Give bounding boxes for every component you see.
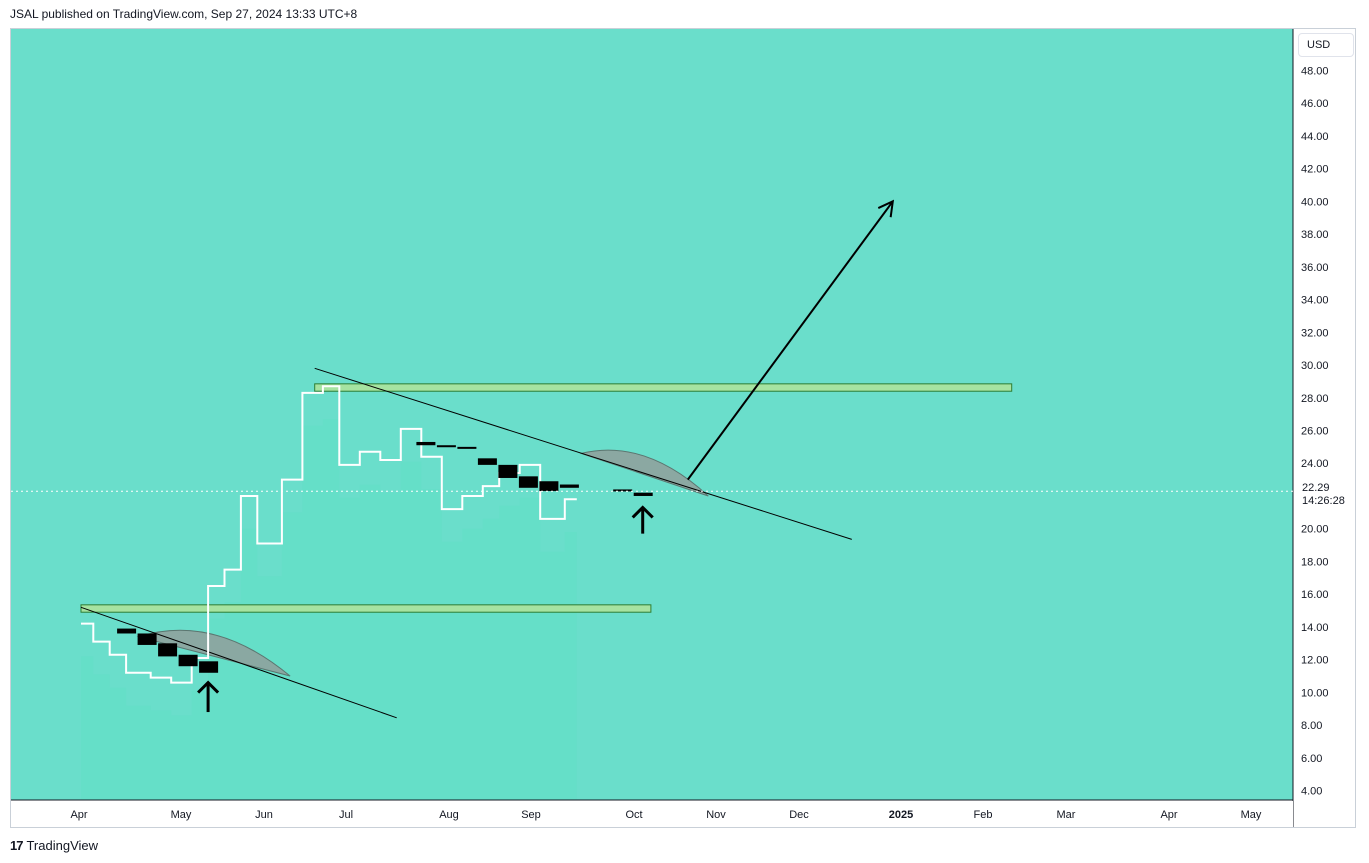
y-tick-label: 32.00 xyxy=(1301,327,1329,339)
y-tick-label: 20.00 xyxy=(1301,524,1329,536)
candle-0 xyxy=(117,628,137,634)
x-tick-label: Apr xyxy=(70,809,87,821)
y-tick-label: 38.00 xyxy=(1301,229,1329,241)
up-arrow-1-head xyxy=(631,505,654,519)
candle-9 xyxy=(498,464,518,478)
x-tick-label: Jul xyxy=(339,809,353,821)
publisher-line: JSAL published on TradingView.com, Sep 2… xyxy=(10,7,358,21)
bar-countdown: 14:26:28 xyxy=(1302,495,1345,507)
candle-12 xyxy=(559,484,579,488)
y-tick-label: 10.00 xyxy=(1301,687,1329,699)
x-tick-label: Nov xyxy=(706,809,726,821)
x-tick-label: 2025 xyxy=(889,809,913,821)
price-axis-bg xyxy=(1294,29,1355,827)
arc-0 xyxy=(136,629,291,677)
y-tick-label: 12.00 xyxy=(1301,655,1329,667)
candle-3 xyxy=(178,654,198,667)
x-tick-label: Aug xyxy=(439,809,459,821)
x-tick-label: Dec xyxy=(789,809,809,821)
x-tick-label: Mar xyxy=(1057,809,1076,821)
candle-13 xyxy=(613,489,633,492)
y-tick-label: 36.00 xyxy=(1301,262,1329,274)
target-arrow-shaft xyxy=(686,200,894,481)
candle-7 xyxy=(457,446,477,449)
price-chart[interactable]: 48.00 46.00 44.00 42.00 40.00 38.00 36.00 34.00… xyxy=(11,29,1356,828)
up-arrow-0-head xyxy=(197,680,220,694)
target-arrow-head xyxy=(877,199,895,218)
y-tick-label: 44.00 xyxy=(1301,131,1329,143)
y-tick-label: 24.00 xyxy=(1301,458,1329,470)
last-price-value: 22.29 xyxy=(1302,482,1330,494)
currency-selector[interactable]: USD xyxy=(1298,33,1354,57)
x-tick-label: Jun xyxy=(255,809,273,821)
brand-name: TradingView xyxy=(26,838,99,853)
y-tick-label: 42.00 xyxy=(1301,164,1329,176)
y-tick-label: 34.00 xyxy=(1301,295,1329,307)
candle-5 xyxy=(416,441,436,446)
last-price-badge: 22.29 14:26:28 xyxy=(1296,480,1354,510)
y-tick-label: 4.00 xyxy=(1301,786,1322,798)
y-tick-label: 16.00 xyxy=(1301,589,1329,601)
candle-2 xyxy=(158,643,178,657)
y-tick-label: 30.00 xyxy=(1301,360,1329,372)
plot-background xyxy=(11,29,1293,800)
candle-10 xyxy=(518,476,538,488)
candle-8 xyxy=(477,458,497,465)
y-tick-label: 6.00 xyxy=(1301,753,1322,765)
tradingview-logo-icon: 17 xyxy=(10,838,24,853)
x-tick-label: Oct xyxy=(625,809,642,821)
line-series xyxy=(81,385,577,684)
chart-area[interactable]: 48.00 46.00 44.00 42.00 40.00 38.00 36.00 34.00… xyxy=(10,28,1356,828)
y-tick-label: 48.00 xyxy=(1301,65,1329,77)
candle-1 xyxy=(137,633,157,645)
y-tick-label: 26.00 xyxy=(1301,426,1329,438)
x-tick-label: Feb xyxy=(974,809,993,821)
candle-14 xyxy=(633,492,653,496)
x-tick-label: May xyxy=(1241,809,1262,821)
trendline-1 xyxy=(314,367,852,540)
tradingview-brand[interactable]: 17 TradingView xyxy=(10,838,98,853)
y-tick-label: 28.00 xyxy=(1301,393,1329,405)
zone-1 xyxy=(314,383,1013,392)
y-tick-label: 14.00 xyxy=(1301,622,1329,634)
time-axis-bg xyxy=(11,801,1293,827)
candle-11 xyxy=(539,481,559,492)
candle-4 xyxy=(199,661,219,673)
x-tick-label: May xyxy=(171,809,192,821)
zone-0 xyxy=(80,604,652,613)
y-tick-label: 40.00 xyxy=(1301,196,1329,208)
x-tick-label: Sep xyxy=(521,809,541,821)
candle-6 xyxy=(436,445,456,448)
y-tick-label: 8.00 xyxy=(1301,720,1322,732)
y-tick-label: 46.00 xyxy=(1301,98,1329,110)
trendline-0 xyxy=(80,606,397,719)
x-tick-label: Apr xyxy=(1160,809,1177,821)
y-tick-label: 18.00 xyxy=(1301,556,1329,568)
